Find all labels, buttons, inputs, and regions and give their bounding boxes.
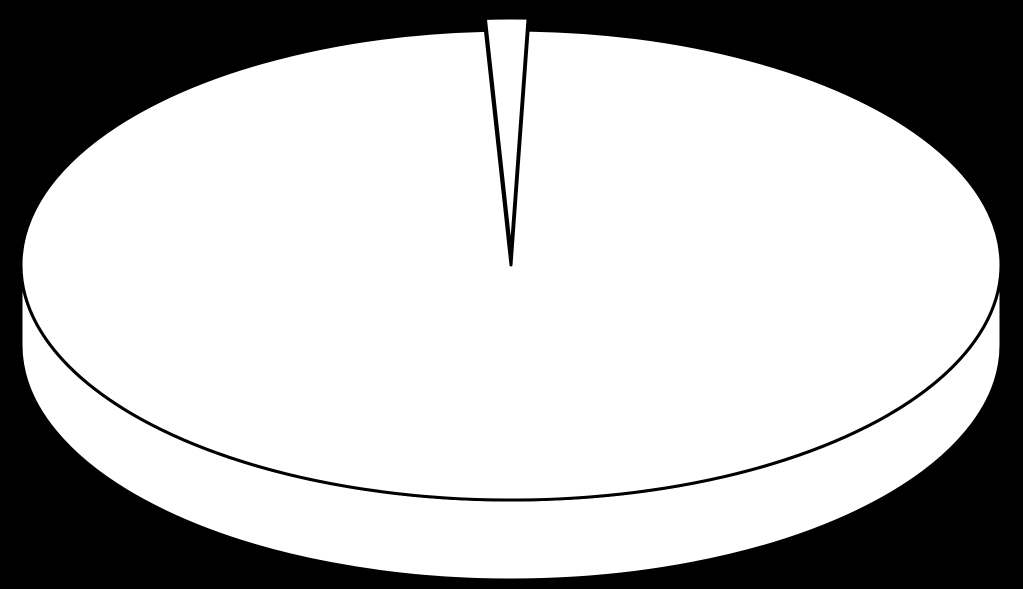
pie-chart-3d [0, 0, 1023, 589]
pie-svg [0, 0, 1023, 589]
